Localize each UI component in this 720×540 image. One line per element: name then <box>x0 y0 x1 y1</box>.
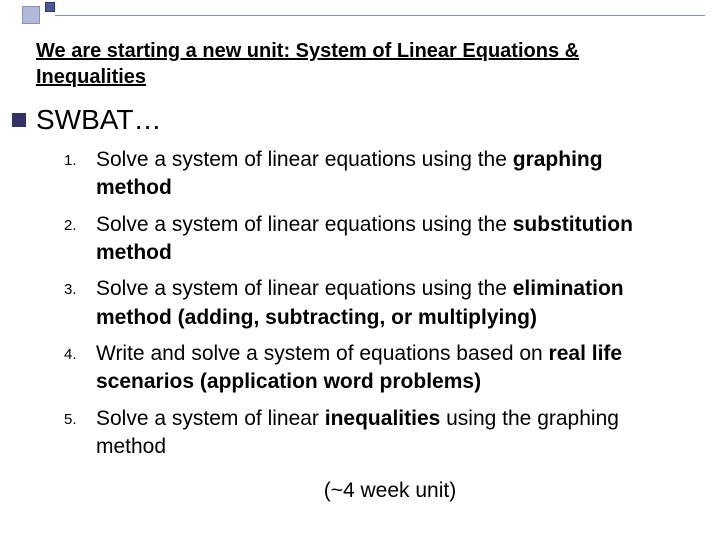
list-item: 1. Solve a system of linear equations us… <box>64 146 684 203</box>
item-pre: Write and solve a system of equations ba… <box>96 342 549 365</box>
swbat-heading-row: SWBAT… <box>12 104 684 136</box>
item-text: Solve a system of linear equations using… <box>96 211 684 268</box>
list-item: 3. Solve a system of linear equations us… <box>64 275 684 332</box>
item-pre: Solve a system of linear <box>96 407 325 430</box>
list-item: 2. Solve a system of linear equations us… <box>64 211 684 268</box>
item-number: 5. <box>64 405 96 462</box>
deco-square-small <box>45 2 55 12</box>
list-item: 5. Solve a system of linear inequalities… <box>64 405 684 462</box>
slide-content: We are starting a new unit: System of Li… <box>0 0 720 503</box>
deco-line <box>55 15 705 16</box>
duration-note: (~4 week unit) <box>96 479 684 503</box>
unit-title: We are starting a new unit: System of Li… <box>36 38 684 90</box>
item-number: 3. <box>64 275 96 332</box>
item-number: 1. <box>64 146 96 203</box>
item-pre: Solve a system of linear equations using… <box>96 277 513 300</box>
item-text: Solve a system of linear equations using… <box>96 146 684 203</box>
item-pre: Solve a system of linear equations using… <box>96 213 513 236</box>
item-text: Write and solve a system of equations ba… <box>96 340 684 397</box>
corner-decoration <box>0 0 120 30</box>
list-item: 4. Write and solve a system of equations… <box>64 340 684 397</box>
item-number: 2. <box>64 211 96 268</box>
item-bold: inequalities <box>325 407 441 430</box>
item-text: Solve a system of linear equations using… <box>96 275 684 332</box>
bullet-square-icon <box>12 113 26 127</box>
swbat-heading: SWBAT… <box>36 104 161 136</box>
item-number: 4. <box>64 340 96 397</box>
item-text: Solve a system of linear inequalities us… <box>96 405 684 462</box>
objectives-list: 1. Solve a system of linear equations us… <box>64 146 684 461</box>
deco-square-large <box>22 6 40 24</box>
item-pre: Solve a system of linear equations using… <box>96 148 513 171</box>
